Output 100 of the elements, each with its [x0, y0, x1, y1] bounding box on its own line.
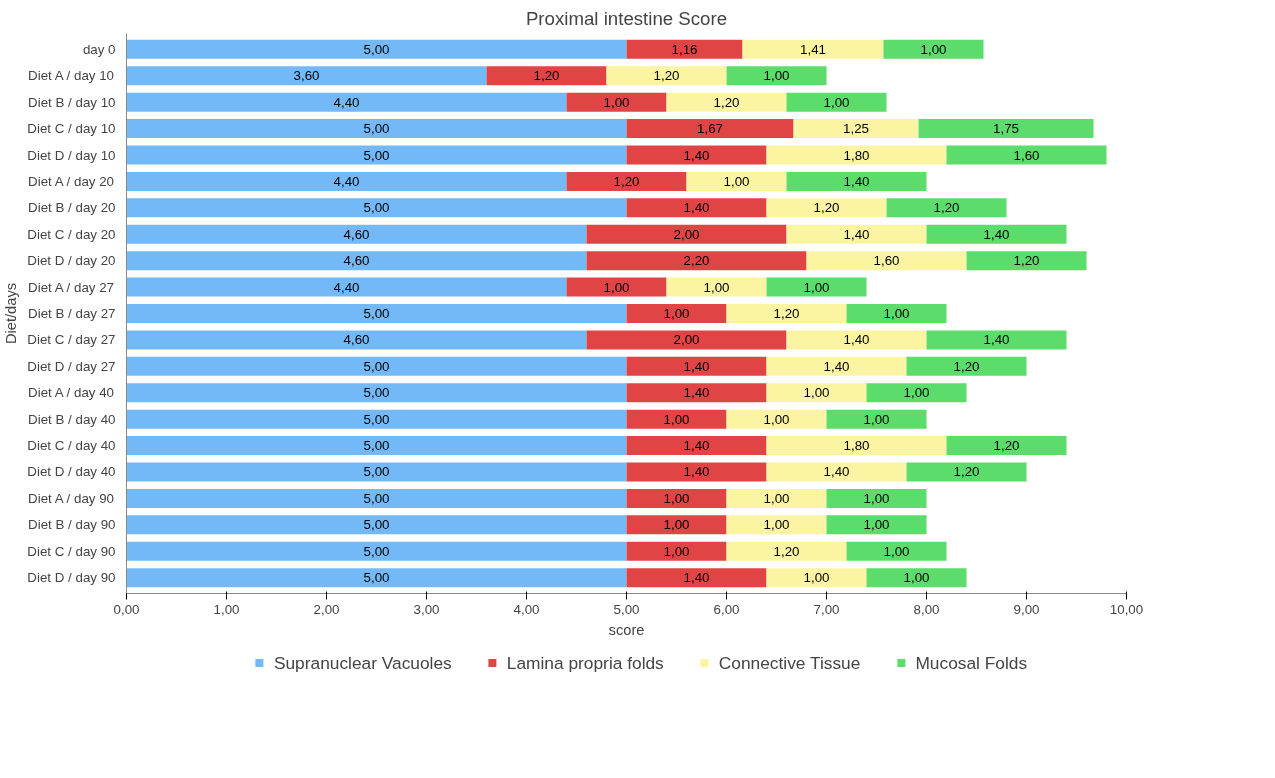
bar [866, 383, 967, 403]
x-tick-label: 2,00 [313, 601, 340, 617]
bar [126, 409, 627, 429]
data-label: 1,00 [663, 543, 690, 559]
data-label: 1,00 [920, 41, 947, 57]
data-label: 1,20 [953, 358, 980, 374]
bar [566, 171, 687, 191]
bar [606, 66, 727, 86]
bar [626, 462, 767, 482]
x-tick-label: 8,00 [913, 601, 940, 617]
x-axis-title: score [608, 621, 645, 638]
data-label: 4,60 [343, 226, 370, 242]
bar [906, 462, 1027, 482]
data-label: 4,40 [333, 279, 360, 295]
y-tick-label: Diet B / day 10 [28, 94, 116, 110]
data-label: 1,20 [713, 94, 740, 110]
data-label: 1,00 [803, 385, 830, 401]
bar [926, 330, 1067, 350]
data-label: 1,16 [671, 41, 698, 57]
data-label: 5,00 [363, 490, 390, 506]
y-tick-label: Diet A / day 20 [28, 173, 115, 189]
data-label: 5,00 [363, 306, 390, 321]
data-label: 1,40 [823, 464, 850, 480]
data-label: 2,00 [673, 332, 700, 348]
bar [126, 383, 627, 403]
bar [626, 515, 727, 535]
bar [766, 356, 907, 376]
bar [742, 39, 884, 59]
bar [126, 462, 627, 482]
data-label: 1,00 [803, 570, 830, 586]
legend-label: Lamina propria folds [506, 652, 664, 673]
data-label: 1,20 [773, 543, 800, 559]
data-label: 1,41 [800, 41, 826, 57]
data-label: 1,20 [613, 173, 640, 189]
bar [626, 383, 767, 403]
data-label: 5,00 [363, 570, 390, 586]
bar [626, 198, 767, 218]
x-tick-label: 5,00 [613, 601, 640, 617]
data-label: 5,00 [363, 200, 390, 216]
x-tick-label: 9,00 [1013, 601, 1040, 617]
data-label: 1,00 [663, 411, 690, 427]
data-label: 1,00 [763, 490, 790, 506]
data-label: 1,20 [653, 68, 680, 84]
data-label: 4,60 [343, 332, 370, 348]
bar [966, 251, 1087, 271]
bar [626, 303, 727, 324]
data-label: 1,67 [697, 121, 723, 137]
data-label: 1,00 [763, 68, 790, 84]
bar [766, 568, 867, 588]
data-label: 5,00 [363, 385, 390, 401]
data-label: 1,40 [683, 438, 710, 454]
bar [906, 356, 1027, 376]
bar [626, 436, 767, 456]
data-label: 1,20 [1013, 253, 1040, 269]
data-label: 1,25 [843, 121, 869, 137]
bar [918, 119, 1094, 139]
bar [126, 436, 627, 456]
data-label: 5,00 [363, 41, 390, 57]
data-label: 1,40 [683, 200, 710, 216]
data-label: 1,60 [1013, 147, 1040, 163]
bar [626, 409, 727, 429]
bar [126, 488, 627, 508]
data-label: 1,00 [663, 306, 690, 321]
bar [626, 356, 767, 376]
chart-title: Proximal intestine Score [525, 7, 728, 29]
x-tick-label: 7,00 [813, 601, 840, 617]
data-label: 4,40 [333, 173, 360, 189]
bar [883, 39, 984, 59]
bar [626, 568, 767, 588]
data-label: 1,80 [843, 147, 870, 163]
data-label: 1,20 [933, 200, 960, 216]
bar [126, 515, 627, 535]
data-label: 1,00 [763, 411, 790, 427]
bar [826, 488, 927, 508]
x-tick-label: 6,00 [713, 601, 740, 617]
bar [566, 92, 667, 112]
data-label: 5,00 [363, 517, 390, 533]
y-tick-label: Diet A / day 40 [28, 385, 115, 401]
bar [826, 515, 927, 535]
data-label: 1,00 [863, 517, 890, 533]
data-label: 1,00 [603, 94, 630, 110]
bar [766, 436, 947, 456]
bar [726, 66, 827, 86]
bar [946, 145, 1107, 165]
bar [726, 409, 827, 429]
bar [126, 277, 567, 297]
y-tick-label: Diet C / day 27 [27, 332, 116, 348]
data-label: 1,80 [843, 438, 870, 454]
x-tick-label: 1,00 [213, 601, 240, 617]
bar [726, 541, 847, 561]
data-label: 1,40 [983, 332, 1010, 348]
data-label: 1,20 [993, 438, 1020, 454]
bar [586, 330, 787, 350]
data-label: 1,00 [883, 306, 910, 321]
data-label: 1,00 [603, 279, 630, 295]
data-label: 5,00 [363, 121, 390, 137]
y-tick-label: Diet D / day 20 [27, 253, 116, 269]
y-tick-label: Diet B / day 90 [28, 517, 116, 533]
x-tick-label: 3,00 [413, 601, 440, 617]
bar [826, 409, 927, 429]
